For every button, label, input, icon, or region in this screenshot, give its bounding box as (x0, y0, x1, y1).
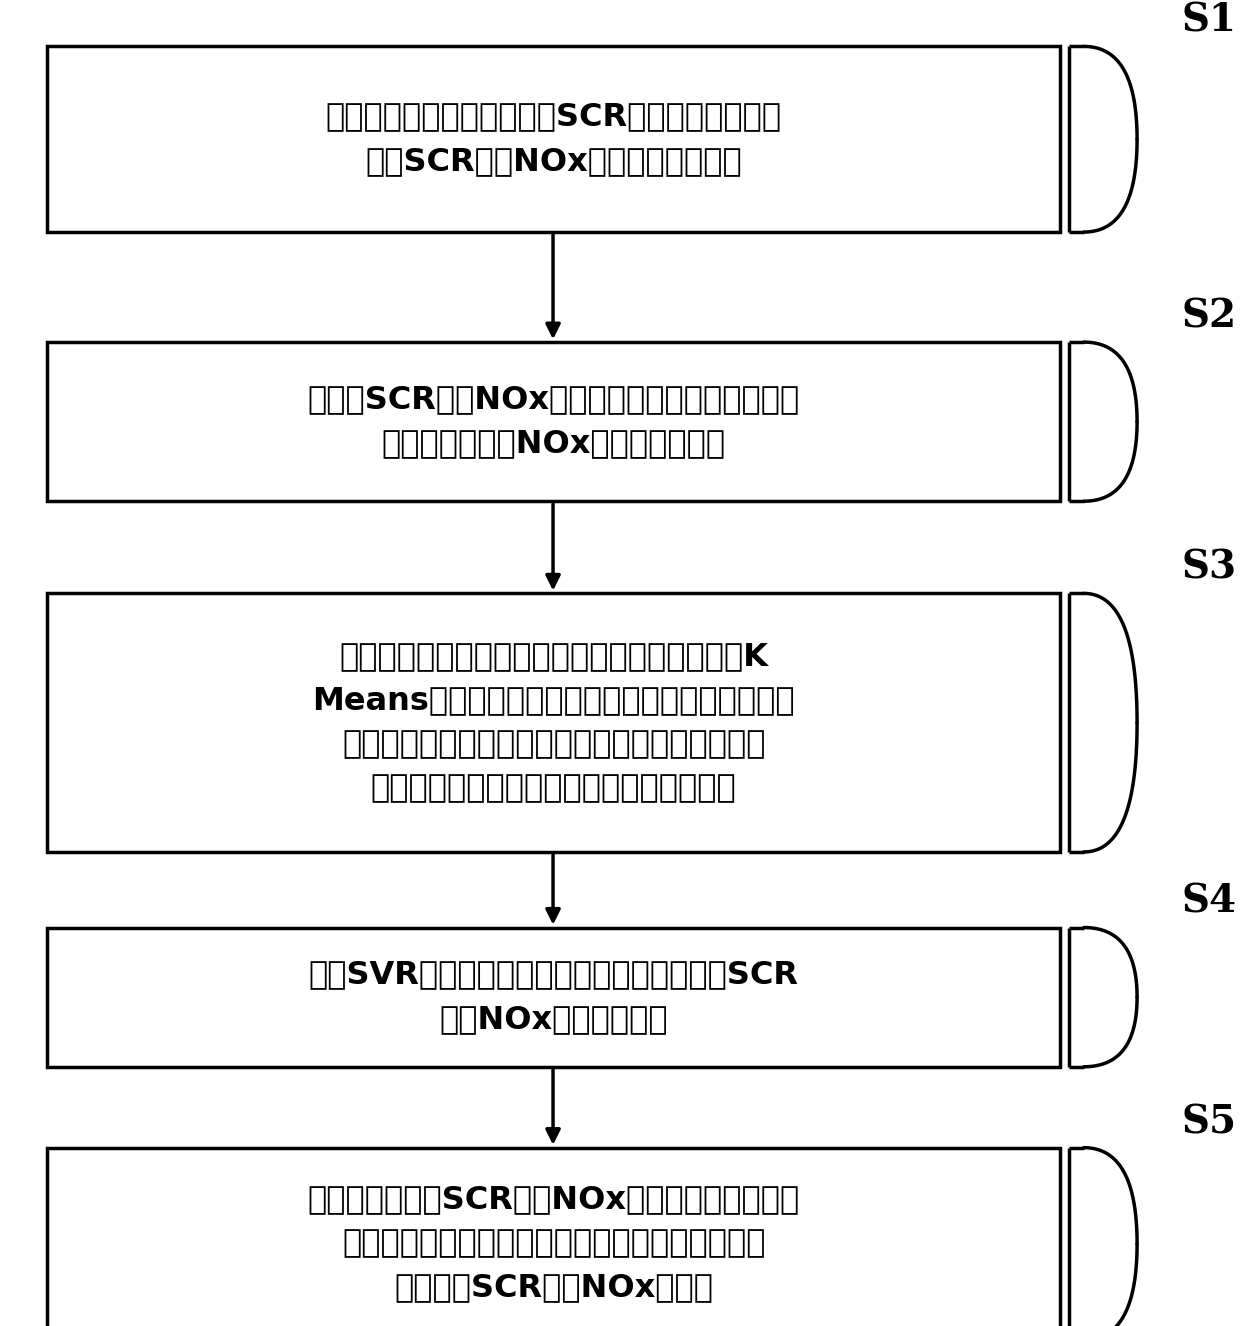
Text: S3: S3 (1182, 549, 1236, 586)
Text: 采集与SCR入口NOx相关的影响因素的历史运行数
据，确定确定与NOx相关的输入变量: 采集与SCR入口NOx相关的影响因素的历史运行数 据，确定确定与NOx相关的输入… (308, 385, 800, 459)
Text: S1: S1 (1182, 1, 1236, 40)
Text: 对燃煤机组烟气生成机理及SCR系统机理分析，确
定与SCR入口NOx相关的影响因素；: 对燃煤机组烟气生成机理及SCR系统机理分析，确 定与SCR入口NOx相关的影响因… (326, 102, 781, 176)
Text: S2: S2 (1182, 297, 1236, 335)
Text: S5: S5 (1182, 1103, 1236, 1140)
Text: 获取当前时刻与SCR入口NOx相关的运行数据，并
判断当前时刻的边界条件，确定当前时刻对应边界
条件下的SCR入口NOx预测值: 获取当前时刻与SCR入口NOx相关的运行数据，并 判断当前时刻的边界条件，确定当… (308, 1184, 800, 1303)
Bar (47, 1147, 1060, 1326)
Text: S4: S4 (1182, 883, 1236, 920)
Bar (47, 594, 1060, 851)
Bar (47, 928, 1060, 1066)
Bar (47, 46, 1060, 232)
Text: 根据所述确定的输入变量及历史运行数据，通过K
Means算法聚类得到稳定负荷、升负荷、降负荷、
磨启停、吹扫及其多种组合的多种边界条件下的输
入变量，得到多边界: 根据所述确定的输入变量及历史运行数据，通过K Means算法聚类得到稳定负荷、升… (312, 640, 795, 805)
Text: 采用SVR方法建立所述多种边界条件下的最优SCR
入口NOx动态预测模型: 采用SVR方法建立所述多种边界条件下的最优SCR 入口NOx动态预测模型 (309, 960, 799, 1034)
Bar (47, 342, 1060, 501)
